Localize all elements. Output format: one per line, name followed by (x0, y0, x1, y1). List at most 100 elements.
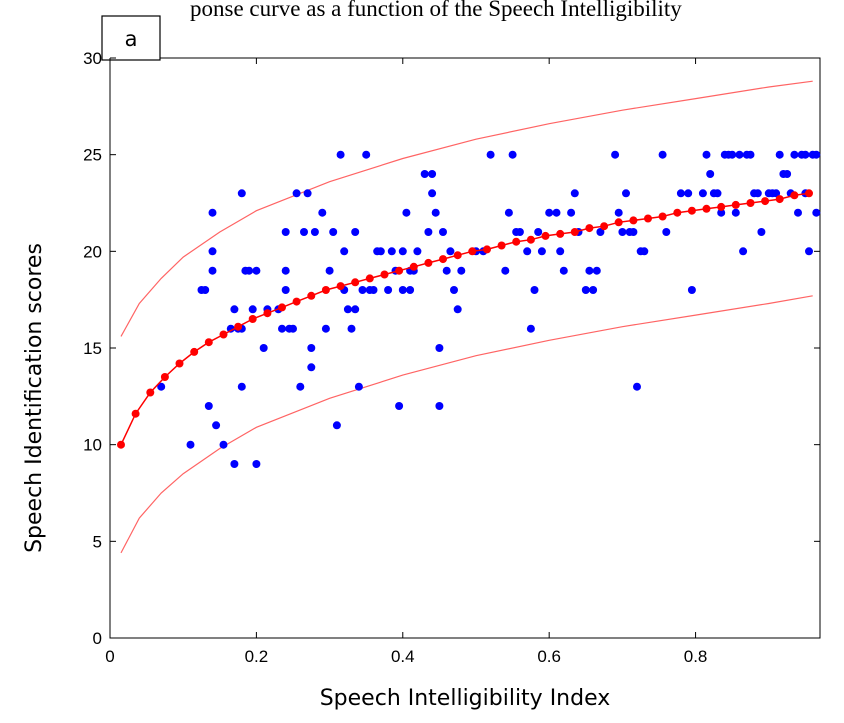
scatter-point (439, 228, 447, 236)
fit-marker (556, 230, 564, 238)
x-axis-label: Speech Intelligibility Index (320, 686, 611, 711)
fit-marker (688, 207, 696, 215)
fit-marker (673, 209, 681, 217)
fit-marker (571, 228, 579, 236)
scatter-point (556, 247, 564, 255)
fit-marker (644, 215, 652, 223)
scatter-point (348, 325, 356, 333)
scatter-point (245, 267, 253, 275)
scatter-point (300, 228, 308, 236)
scatter-point (377, 247, 385, 255)
scatter-point (344, 305, 352, 313)
fit-marker (424, 259, 432, 267)
scatter-point (289, 325, 297, 333)
scatter-point (428, 189, 436, 197)
fit-marker (439, 255, 447, 263)
scatter-point (736, 151, 744, 159)
scatter-point (201, 286, 209, 294)
scatter-point (322, 325, 330, 333)
scatter-point (457, 267, 465, 275)
scatter-point (384, 286, 392, 294)
scatter-point (450, 286, 458, 294)
x-tick-label: 0.8 (684, 647, 708, 666)
fit-marker (512, 238, 520, 246)
scatter-point (622, 189, 630, 197)
scatter-point (739, 247, 747, 255)
fit-marker (278, 303, 286, 311)
scatter-point (688, 286, 696, 294)
scatter-point (249, 305, 257, 313)
scatter-point (531, 286, 539, 294)
scatter-point (307, 344, 315, 352)
scatter-point (487, 151, 495, 159)
scatter-point (413, 247, 421, 255)
scatter-point (329, 228, 337, 236)
scatter-point (209, 247, 217, 255)
fit-marker (483, 245, 491, 253)
fit-marker (703, 205, 711, 213)
scatter-point (205, 402, 213, 410)
scatter-point (454, 305, 462, 313)
x-tick-label: 0.6 (537, 647, 561, 666)
scatter-point (399, 247, 407, 255)
y-tick-label: 25 (83, 146, 102, 165)
scatter-point (435, 344, 443, 352)
fit-marker (132, 410, 140, 418)
scatter-point (282, 286, 290, 294)
fit-marker (117, 441, 125, 449)
scatter-point (747, 151, 755, 159)
fit-marker (351, 278, 359, 286)
scatter-point (209, 209, 217, 217)
scatter-point (304, 189, 312, 197)
fit-marker (293, 298, 301, 306)
scatter-point (585, 267, 593, 275)
scatter-points (157, 151, 820, 468)
scatter-point (714, 189, 722, 197)
scatter-point (351, 305, 359, 313)
scatter-point (296, 383, 304, 391)
x-tick-label: 0.2 (245, 647, 269, 666)
scatter-point (545, 209, 553, 217)
scatter-point (640, 247, 648, 255)
fit-marker (732, 201, 740, 209)
fit-line (121, 193, 809, 444)
scatter-point (421, 170, 429, 178)
fit-marker (205, 338, 213, 346)
scatter-point (516, 228, 524, 236)
fit-marker (761, 197, 769, 205)
scatter-point (571, 189, 579, 197)
scatter-point (399, 286, 407, 294)
scatter-point (794, 209, 802, 217)
scatter-point (370, 286, 378, 294)
axis-ticks: 0 0.2 0.4 0.6 0.8 0 5 10 15 20 25 30 (83, 49, 820, 666)
scatter-point (611, 151, 619, 159)
y-tick-label: 5 (93, 532, 102, 551)
scatter-point (359, 286, 367, 294)
y-tick-label: 20 (83, 242, 102, 261)
x-tick-label: 0 (105, 647, 114, 666)
scatter-point (230, 305, 238, 313)
fit-marker (234, 323, 242, 331)
scatter-point (446, 247, 454, 255)
scatter-point (501, 267, 509, 275)
scatter-point (402, 209, 410, 217)
scatter-point (706, 170, 714, 178)
y-axis-label: Speech Identification scores (22, 243, 47, 553)
scatter-point (362, 151, 370, 159)
fit-marker (220, 331, 228, 339)
scatter-point (699, 189, 707, 197)
scatter-point (618, 228, 626, 236)
scatter-point (340, 247, 348, 255)
scatter-point (553, 209, 561, 217)
fit-marker (542, 232, 550, 240)
scatter-point (212, 421, 220, 429)
scatter-point (534, 228, 542, 236)
scatter-point (801, 151, 809, 159)
scatter-point (435, 402, 443, 410)
y-tick-label: 15 (83, 339, 102, 358)
scatter-point (337, 151, 345, 159)
fit-marker (629, 216, 637, 224)
scatter-point (567, 209, 575, 217)
scatter-point (560, 267, 568, 275)
fit-marker (615, 218, 623, 226)
